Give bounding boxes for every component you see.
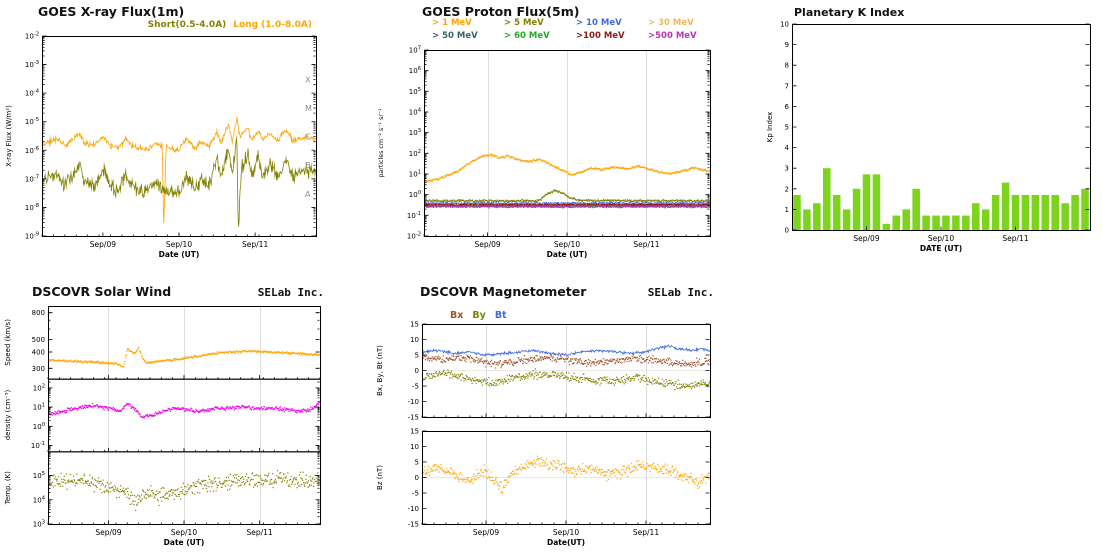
chart-dscovr-magnetometer: DSCOVR Magnetometer SELab Inc. Bx By Bt [372, 284, 728, 556]
legend-item: > 1 MeV [432, 18, 472, 28]
legend-item: >100 MeV [576, 31, 625, 41]
chart-title: DSCOVR Magnetometer [420, 284, 587, 299]
proton-flux-plot [372, 2, 728, 270]
legend-item: Short(0.5-4.0A) [147, 20, 227, 30]
chart-title: Planetary K Index [794, 6, 905, 19]
magnetometer-plot [372, 284, 728, 556]
chart-title: GOES Proton Flux(5m) [422, 4, 580, 19]
legend-item: Bx [450, 310, 464, 321]
solar-wind-plot [2, 284, 332, 556]
magnetometer-legend: Bx By Bt [450, 310, 507, 321]
legend-item: > 5 MeV [504, 18, 544, 28]
legend-item: > 30 MeV [648, 18, 694, 28]
legend-item: > 10 MeV [576, 18, 622, 28]
chart-goes-xray-flux: GOES X-ray Flux(1m) Short(0.5-4.0A) Long … [2, 2, 336, 270]
xray-legend: Short(0.5-4.0A) Long (1.0-8.0A) [148, 20, 312, 30]
proton-legend: > 1 MeV > 5 MeV > 10 MeV > 30 MeV > 50 MeV > … [432, 18, 720, 41]
legend-item: > 50 MeV [432, 31, 478, 41]
legend-item: Long (1.0-8.0A) [233, 20, 312, 30]
legend-item: >500 MeV [648, 31, 697, 41]
chart-dscovr-solar-wind: DSCOVR Solar Wind SELab Inc. [2, 284, 332, 556]
selab-brand-label: SELab Inc. [647, 286, 714, 299]
legend-item: Bt [494, 310, 507, 321]
kp-index-plot [756, 2, 1100, 270]
chart-goes-proton-flux: GOES Proton Flux(5m) > 1 MeV > 5 MeV > 10 … [372, 2, 728, 270]
legend-item: > 60 MeV [504, 31, 550, 41]
chart-title: DSCOVR Solar Wind [32, 284, 172, 299]
selab-brand-label: SELab Inc. [257, 286, 324, 299]
xray-flux-plot [2, 2, 336, 270]
legend-item: By [472, 310, 486, 321]
chart-title: GOES X-ray Flux(1m) [38, 4, 185, 19]
chart-planetary-k-index: Planetary K Index [756, 2, 1100, 270]
